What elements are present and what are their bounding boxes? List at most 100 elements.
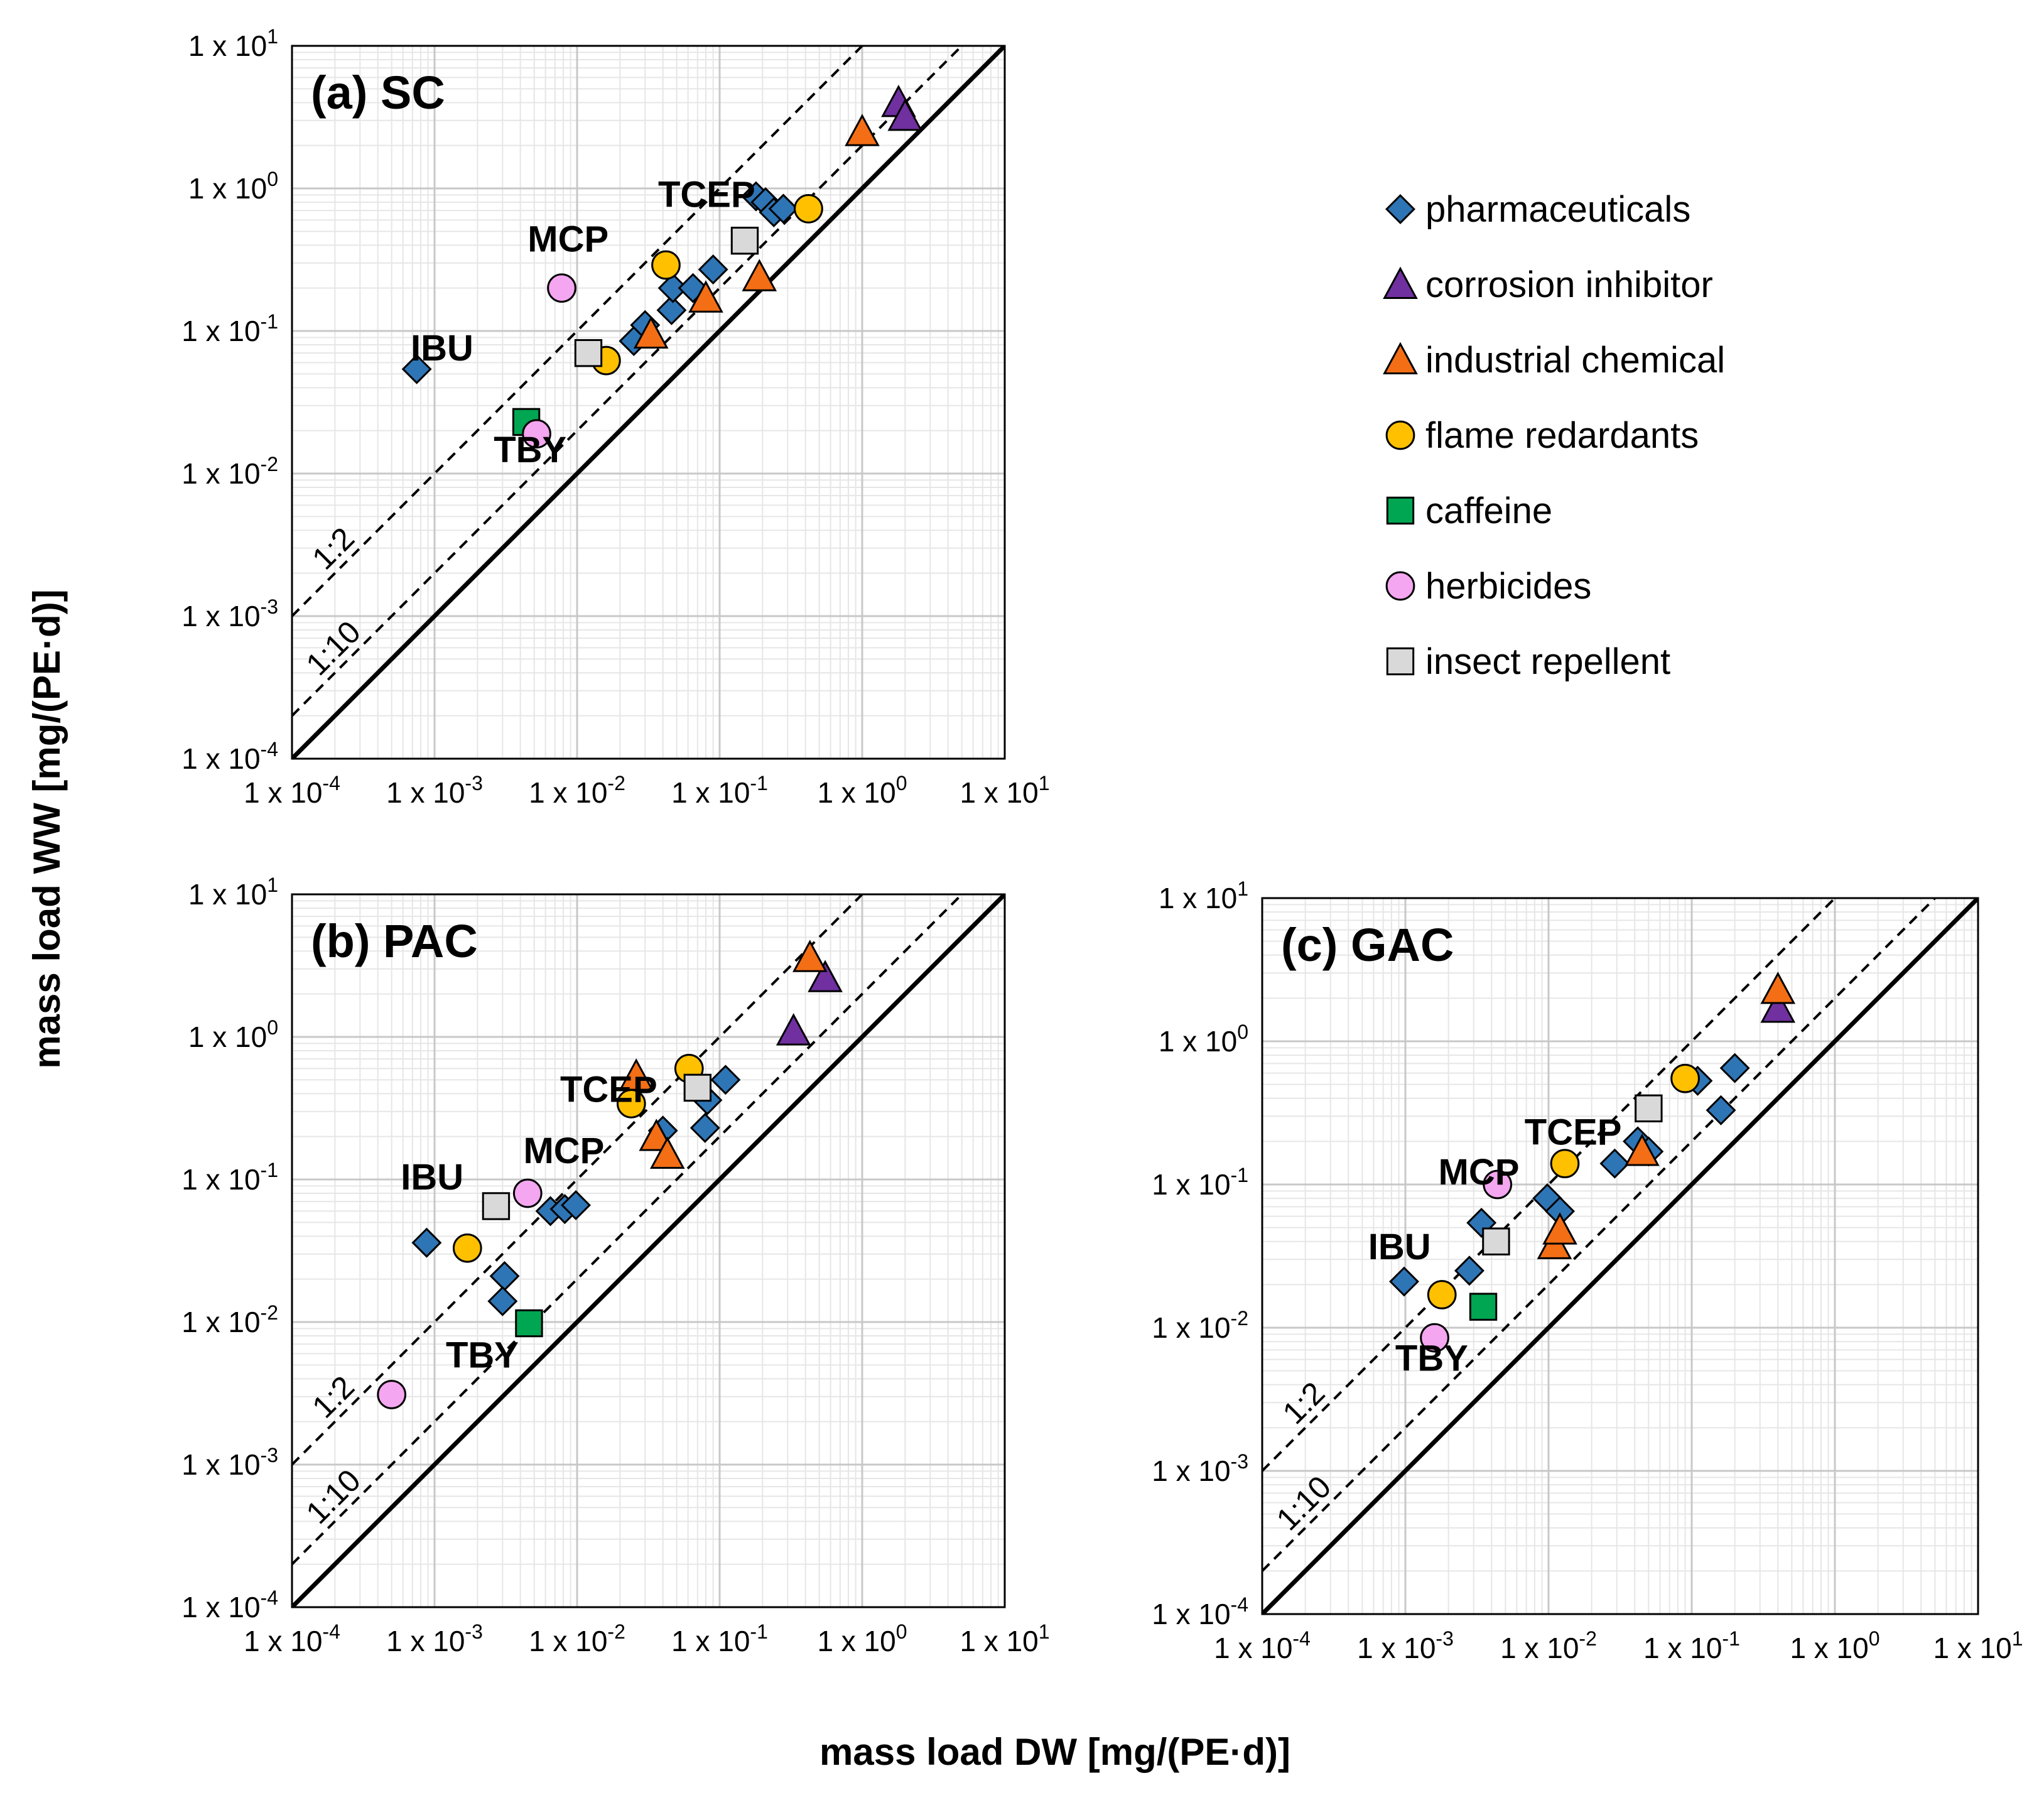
y-tick-label: 1 x 10-3 bbox=[1152, 1450, 1248, 1487]
legend-symbol bbox=[1385, 420, 1415, 450]
x-tick-label: 1 x 10-2 bbox=[529, 1620, 625, 1657]
x-tick-label: 1 x 10-3 bbox=[386, 772, 483, 809]
point-flame-redardants bbox=[1427, 1280, 1457, 1309]
legend-label-herbicides: herbicides bbox=[1425, 566, 1591, 607]
point-flame-redardants bbox=[1670, 1063, 1700, 1093]
point-herbicides bbox=[1483, 1169, 1513, 1200]
series-flame-redardants bbox=[1427, 1063, 1700, 1309]
point-pharmaceuticals bbox=[411, 1227, 442, 1258]
y-tick-label: 1 x 101 bbox=[188, 874, 278, 911]
panel-title: (b) PAC bbox=[311, 915, 478, 967]
annotation-tby: TBY bbox=[446, 1335, 519, 1375]
y-tick-label: 1 x 10-4 bbox=[1152, 1593, 1248, 1630]
legend-symbol bbox=[1386, 496, 1415, 525]
ratio-label-1-10: 1:10 bbox=[299, 614, 367, 682]
series-corrosion-inhibitor bbox=[776, 960, 843, 1046]
annotation-mcp: MCP bbox=[523, 1130, 604, 1171]
series-herbicides bbox=[522, 273, 576, 449]
point-pharmaceuticals bbox=[1599, 1148, 1630, 1179]
x-tick-label: 1 x 101 bbox=[960, 772, 1049, 809]
annotation-tby: TBY bbox=[494, 430, 566, 470]
point-industrial-chemical bbox=[688, 280, 723, 313]
series-corrosion-inhibitor bbox=[1760, 990, 1796, 1023]
reference-line-1-2 bbox=[292, 46, 964, 717]
x-tick-label: 1 x 10-2 bbox=[1500, 1627, 1597, 1664]
point-industrial-chemical bbox=[845, 114, 880, 146]
series-insect-repellent bbox=[574, 227, 759, 367]
point-insect-repellent bbox=[482, 1192, 511, 1220]
point-flame-redardants bbox=[452, 1233, 482, 1263]
legend-label-pharmaceuticals: pharmaceuticals bbox=[1425, 189, 1690, 230]
reference-lines bbox=[292, 894, 1005, 1607]
point-insect-repellent bbox=[1482, 1227, 1510, 1255]
legend-marker-herbicides bbox=[1385, 571, 1415, 601]
legend-symbol bbox=[1383, 266, 1418, 300]
point-herbicides bbox=[522, 419, 551, 449]
point-industrial-chemical bbox=[1760, 972, 1796, 1004]
point-caffeine bbox=[1469, 1293, 1498, 1321]
annotation-ibu: IBU bbox=[401, 1157, 463, 1198]
legend-marker-corrosion-inhibitor bbox=[1383, 266, 1418, 300]
point-insect-repellent bbox=[730, 227, 759, 255]
series-caffeine bbox=[1469, 1293, 1498, 1321]
x-tick-label: 1 x 10-4 bbox=[244, 1620, 340, 1657]
point-herbicides bbox=[512, 1178, 543, 1208]
point-herbicides bbox=[377, 1380, 407, 1409]
x-tick-label: 1 x 10-1 bbox=[671, 1620, 768, 1657]
series-insect-repellent bbox=[1482, 1094, 1663, 1255]
reference-line-1-2 bbox=[292, 894, 964, 1566]
annotation-ibu: IBU bbox=[411, 328, 473, 369]
x-tick-label: 1 x 10-3 bbox=[1357, 1627, 1454, 1664]
series-industrial-chemical bbox=[619, 940, 828, 1169]
point-flame-redardants bbox=[616, 1089, 646, 1119]
point-corrosion-inhibitor bbox=[887, 98, 923, 131]
point-pharmaceuticals bbox=[768, 193, 799, 224]
y-tick-label: 1 x 100 bbox=[1159, 1021, 1248, 1058]
legend-label-flame-redardants: flame redardants bbox=[1425, 415, 1699, 456]
annotation-tcep: TCEP bbox=[560, 1069, 657, 1110]
y-axis-label: mass load WW [mg/(PE·d)] bbox=[26, 589, 68, 1068]
series-pharmaceuticals bbox=[401, 181, 799, 384]
y-tick-label: 1 x 10-1 bbox=[1152, 1164, 1248, 1201]
y-tick-label: 1 x 10-2 bbox=[1152, 1307, 1248, 1344]
y-tick-label: 1 x 100 bbox=[188, 168, 278, 205]
annotation-ibu: IBU bbox=[1368, 1227, 1431, 1267]
x-tick-label: 1 x 10-1 bbox=[1643, 1627, 1740, 1664]
point-corrosion-inhibitor bbox=[808, 960, 843, 992]
x-tick-label: 1 x 10-1 bbox=[671, 772, 768, 809]
series-flame-redardants bbox=[591, 194, 823, 376]
x-tick-label: 1 x 10-4 bbox=[1214, 1627, 1311, 1664]
legend-marker-insect-repellent bbox=[1386, 647, 1415, 676]
point-pharmaceuticals bbox=[689, 1112, 720, 1143]
legend-symbol bbox=[1386, 647, 1415, 676]
point-pharmaceuticals bbox=[1454, 1255, 1484, 1286]
y-tick-label: 1 x 100 bbox=[188, 1016, 278, 1053]
point-pharmaceuticals bbox=[1706, 1095, 1736, 1125]
reference-line-1-1 bbox=[292, 46, 1005, 759]
point-herbicides bbox=[547, 273, 576, 303]
y-tick-label: 1 x 101 bbox=[1159, 877, 1248, 914]
series-herbicides bbox=[377, 1178, 543, 1409]
legend-marker-industrial-chemical bbox=[1383, 342, 1418, 375]
legend-marker-pharmaceuticals bbox=[1385, 194, 1415, 224]
legend: pharmaceuticals corrosion inhibitor indu… bbox=[1383, 189, 1725, 682]
y-tick-label: 1 x 10-3 bbox=[181, 595, 278, 632]
y-tick-label: 1 x 10-1 bbox=[181, 1159, 278, 1196]
legend-label-corrosion-inhibitor: corrosion inhibitor bbox=[1425, 264, 1713, 305]
y-tick-label: 1 x 10-4 bbox=[181, 1586, 278, 1623]
reference-lines bbox=[292, 46, 1005, 759]
legend-item-caffeine: caffeine bbox=[1386, 491, 1552, 531]
reference-line-1-1 bbox=[1262, 898, 1978, 1614]
point-pharmaceuticals bbox=[561, 1190, 591, 1220]
panel-sc: 1:2 1:10 1 x 10-41 x 10-4 1 x 10-3 1 x 10-3 1… bbox=[181, 25, 1049, 809]
x-tick-label: 1 x 10-2 bbox=[529, 772, 625, 809]
y-tick-label: 1 x 10-4 bbox=[181, 738, 278, 775]
y-tick-label: 1 x 10-3 bbox=[181, 1444, 278, 1481]
y-tick-label: 1 x 101 bbox=[188, 25, 278, 62]
point-insect-repellent bbox=[574, 339, 603, 367]
point-caffeine bbox=[515, 1309, 543, 1338]
series-pharmaceuticals bbox=[411, 1065, 741, 1316]
point-pharmaceuticals bbox=[657, 273, 688, 303]
series-insect-repellent bbox=[482, 1073, 712, 1220]
